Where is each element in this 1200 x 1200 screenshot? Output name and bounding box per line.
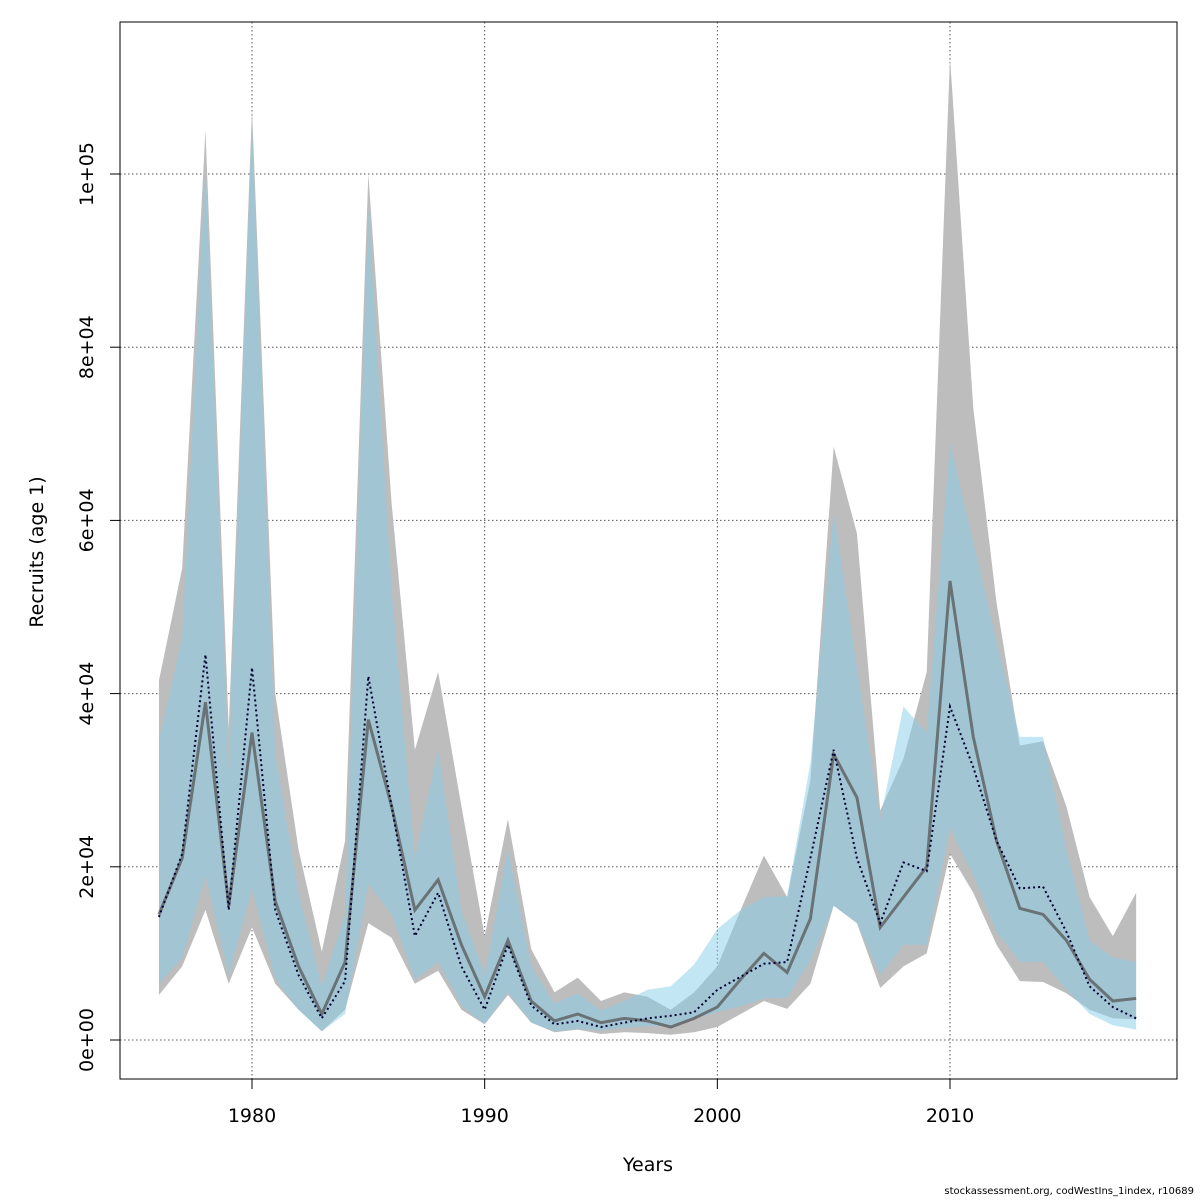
y-tick-label-8e+04: 8e+04 xyxy=(76,315,98,379)
y-tick-label-1e+05: 1e+05 xyxy=(76,142,98,206)
y-tick-label-4e+04: 4e+04 xyxy=(76,662,98,726)
y-tick-label-2e+04: 2e+04 xyxy=(76,835,98,899)
plot-frame xyxy=(119,21,1178,1080)
series-line-estimate-solid xyxy=(157,580,1137,1029)
plot-border xyxy=(119,21,1178,1080)
footer-credit: stockassessment.org, codWestIns_1index, … xyxy=(944,1186,1194,1197)
x-tick-label-2010: 2010 xyxy=(926,1105,974,1127)
confidence-bands xyxy=(158,57,1137,1035)
x-tick-label-2000: 2000 xyxy=(693,1105,741,1127)
x-tick-label-1980: 1980 xyxy=(228,1105,276,1127)
series-lines xyxy=(157,580,1137,1029)
series-line-estimate-dotted xyxy=(157,654,1137,1029)
axis-ticks: 1980 1990 2000 2010 0e+00 2e+04 4e+04 6e+04 8e+0… xyxy=(76,142,974,1127)
ci-band-estimate-dotted xyxy=(158,122,1137,1032)
x-tick-label-1990: 1990 xyxy=(460,1105,508,1127)
y-tick-label-0e+00: 0e+00 xyxy=(76,1008,98,1072)
y-axis-title: Recruits (age 1) xyxy=(26,476,48,627)
x-axis-title: Years xyxy=(622,1154,673,1176)
y-tick-label-6e+04: 6e+04 xyxy=(76,488,98,552)
